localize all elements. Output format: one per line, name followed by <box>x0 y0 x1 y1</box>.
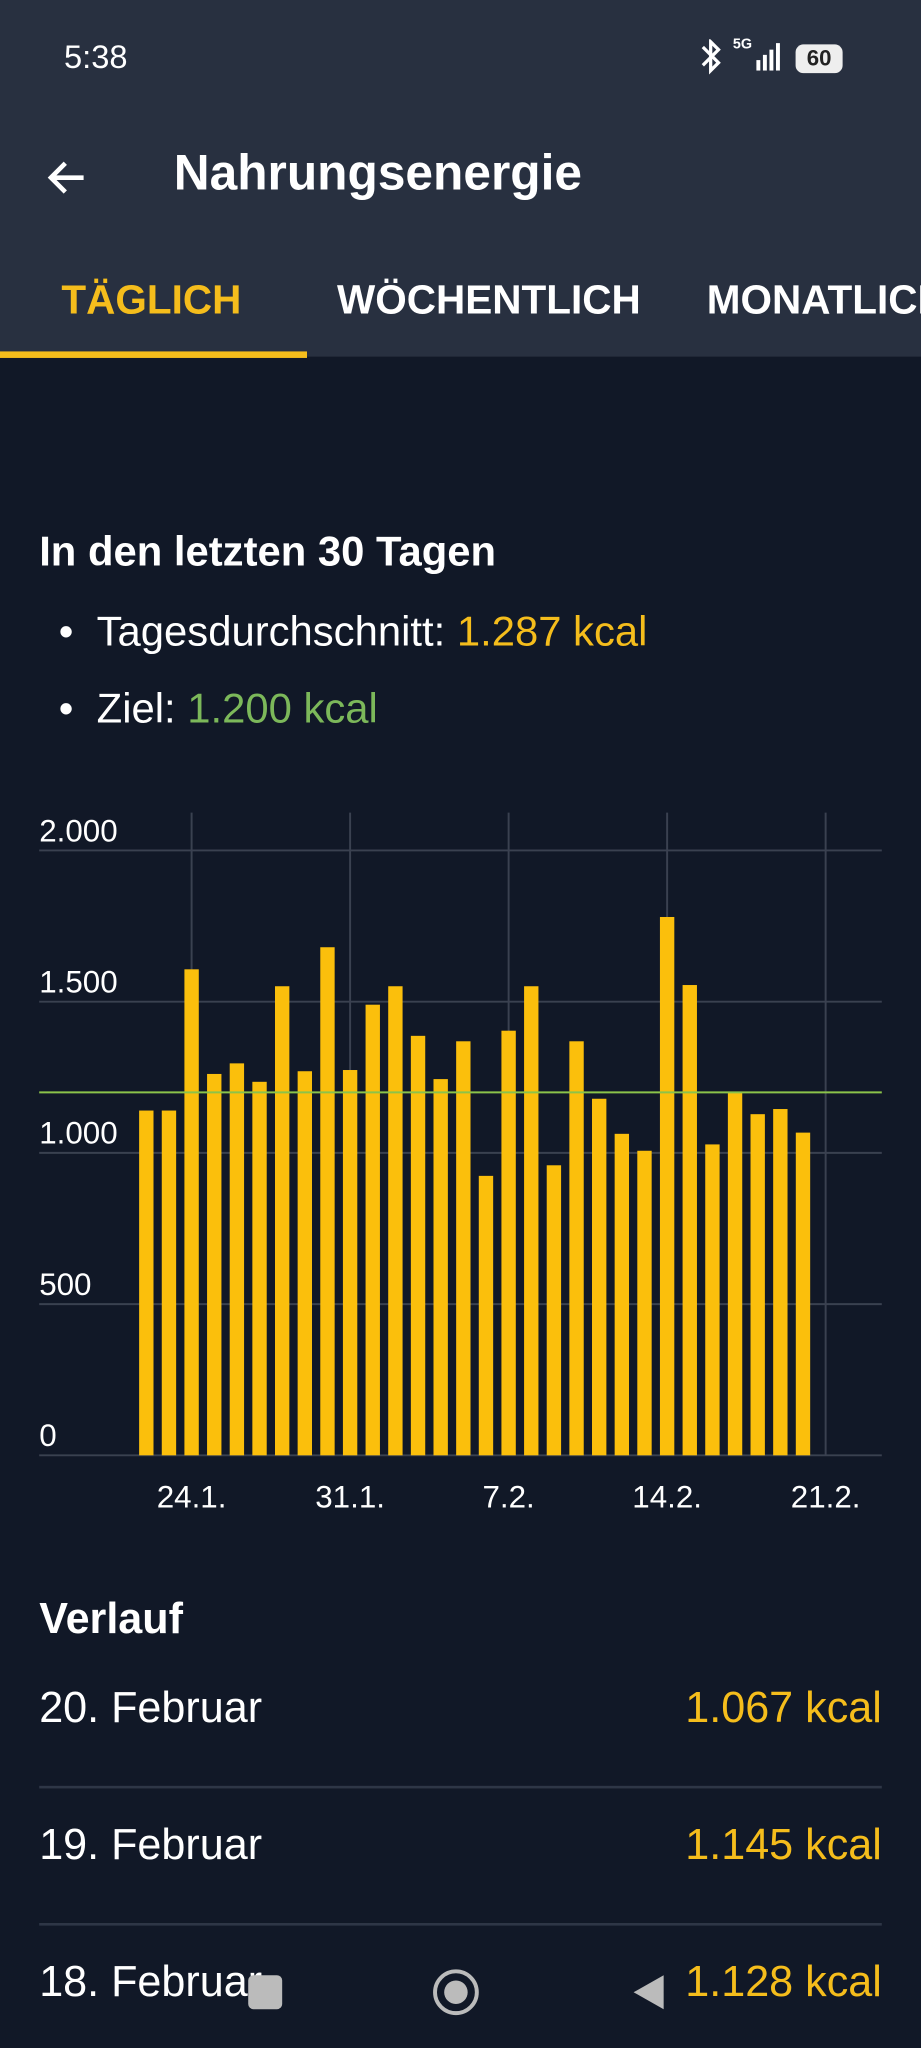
bar <box>139 1110 154 1456</box>
y-tick-label: 500 <box>39 1267 91 1302</box>
bar <box>388 986 403 1456</box>
y-tick-label: 0 <box>39 1418 56 1453</box>
bar <box>274 986 290 1456</box>
history-row[interactable]: 18. Februar 1.128 kcal <box>39 1923 882 2048</box>
history-value: 1.145 kcal <box>685 1819 882 1869</box>
x-tick-label: 7.2. <box>482 1480 534 1515</box>
back-button[interactable] <box>44 154 91 201</box>
bar <box>478 1175 494 1456</box>
average: • Tagesdurchschnitt: 1.287 kcal <box>58 607 648 655</box>
bar <box>569 1041 584 1456</box>
bar <box>592 1098 607 1456</box>
history-date: 18. Februar <box>39 1956 263 2006</box>
history-date: 19. Februar <box>39 1819 263 1869</box>
tab[interactable]: TÄGLICH <box>61 276 242 323</box>
status-time: 5:38 <box>64 39 128 76</box>
x-tick-label: 21.2. <box>791 1480 861 1515</box>
x-tick-label: 24.1. <box>157 1480 227 1515</box>
value: 1.287 kcal <box>456 607 648 655</box>
bar <box>705 1144 720 1456</box>
bar <box>342 1070 358 1456</box>
nav-bar <box>248 1969 664 2016</box>
app-bar <box>0 0 921 357</box>
recents-button[interactable] <box>248 1975 283 2010</box>
tab[interactable]: WÖCHENTLICH <box>337 276 641 323</box>
bar <box>637 1150 652 1456</box>
bar <box>546 1165 562 1456</box>
x-tick-label: 14.2. <box>632 1480 702 1515</box>
bar <box>682 985 697 1456</box>
x-tick-label: 31.1. <box>315 1480 385 1515</box>
home-button[interactable] <box>433 1969 479 2016</box>
value: 1.200 kcal <box>187 684 378 732</box>
battery: 60 <box>795 44 843 74</box>
bar <box>614 1133 630 1456</box>
bar <box>773 1109 788 1456</box>
history-row[interactable]: 19. Februar 1.145 kcal <box>39 1786 882 1926</box>
bar <box>795 1132 811 1456</box>
bar <box>365 1004 380 1456</box>
goal: • Ziel: 1.200 kcal <box>58 684 378 732</box>
bar <box>410 1035 426 1456</box>
bar <box>750 1114 765 1456</box>
bar <box>161 1110 177 1456</box>
status-icons <box>701 39 780 75</box>
bar <box>184 969 199 1456</box>
tab-indicator <box>0 351 307 358</box>
bar <box>501 1030 516 1456</box>
history-heading: Verlauf <box>39 1593 183 1643</box>
history-row[interactable]: 20. Februar 1.067 kcal <box>39 1649 882 1789</box>
history-value: 1.067 kcal <box>685 1682 882 1731</box>
back-nav[interactable] <box>633 1975 664 2010</box>
history-date: 20. Februar <box>39 1682 263 1731</box>
y-tick-label: 1.500 <box>39 965 117 1000</box>
bar <box>433 1079 448 1456</box>
y-tick-label: 2.000 <box>39 813 117 848</box>
history-value: 1.128 kcal <box>685 1956 882 2006</box>
bar <box>456 1041 471 1456</box>
title: Nahrungsenergie <box>173 146 583 202</box>
bar <box>207 1073 222 1456</box>
bar <box>252 1081 267 1456</box>
y-tick-label: 1.000 <box>39 1116 117 1151</box>
bar <box>524 986 539 1456</box>
bar <box>727 1092 743 1456</box>
bar <box>229 1063 245 1456</box>
network: 5G <box>732 36 753 53</box>
summary-heading: In den letzten 30 Tagen <box>39 527 497 575</box>
bar <box>659 916 675 1456</box>
chart: 24.1. 31.1. 7.2. 14.2. 21.2. 0 500 1.000 1.500 2.… <box>39 812 882 1515</box>
bar <box>297 1071 313 1456</box>
label: Tagesdurchschnitt: <box>96 607 446 655</box>
bar <box>320 947 335 1456</box>
label: Ziel: <box>96 684 176 732</box>
tab[interactable]: MONATLICH <box>706 276 921 323</box>
